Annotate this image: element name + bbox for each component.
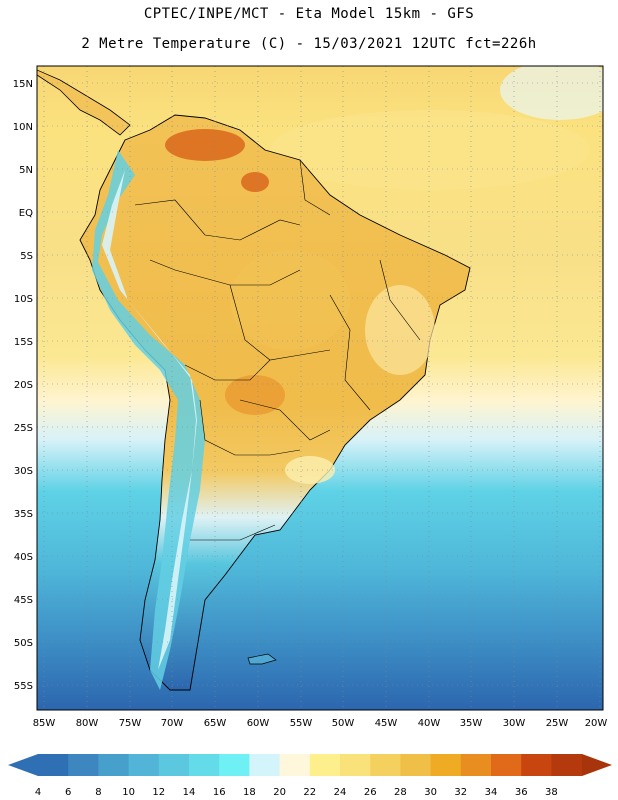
colorbar-tick-label: 20 [273, 787, 286, 798]
lon-label: 65W [204, 718, 227, 729]
lat-label: 10S [14, 294, 33, 305]
lon-label: 75W [119, 718, 142, 729]
colorbar-tick-label: 6 [65, 787, 71, 798]
lat-label: 5S [20, 251, 33, 262]
colorbar-cell [158, 754, 190, 776]
hot-spot-venezuela [165, 129, 245, 161]
colorbar-cell [68, 754, 99, 776]
colorbar-cell [189, 754, 220, 776]
lat-label: 5N [19, 165, 33, 176]
colorbar-cell [219, 754, 250, 776]
colorbar-cell [38, 754, 69, 776]
colorbar-tick-label: 16 [213, 787, 226, 798]
colorbar-cell [279, 754, 311, 776]
title-line-2: 2 Metre Temperature (C) - 15/03/2021 12U… [81, 36, 537, 52]
lat-label: 15S [14, 337, 33, 348]
colorbar-tick-label: 12 [152, 787, 165, 798]
lon-label: 80W [76, 718, 99, 729]
colorbar-cell [521, 754, 552, 776]
lat-label: 25S [14, 423, 33, 434]
colorbar-cell [551, 754, 583, 776]
colorbar-cell [128, 754, 160, 776]
colorbar: 4 6 8 10 12 14 16 18 20 22 24 26 28 30 32 34 36 38 [8, 754, 612, 798]
colorbar-cell [309, 754, 341, 776]
lat-label: 30S [14, 466, 33, 477]
colorbar-tick-label: 28 [394, 787, 407, 798]
lon-label: 45W [375, 718, 398, 729]
colorbar-tick-label: 18 [243, 787, 256, 798]
map-frame [36, 65, 604, 711]
colorbar-cell [370, 754, 401, 776]
falkland-islands [247, 653, 277, 665]
country-borders [134, 159, 421, 541]
lon-label: 55W [290, 718, 313, 729]
colorbar-tick-label: 26 [364, 787, 377, 798]
lat-label: 20S [14, 380, 33, 391]
colorbar-overflow-arrow [582, 754, 612, 776]
colorbar-cell [460, 754, 492, 776]
lon-label: 60W [247, 718, 270, 729]
colorbar-cell [430, 754, 462, 776]
colorbar-cell [491, 754, 522, 776]
lat-label: 55S [14, 681, 33, 692]
colorbar-tick-label: 38 [545, 787, 558, 798]
colorbar-cell [340, 754, 371, 776]
lat-label: 15N [13, 79, 33, 90]
colorbar-cell [98, 754, 130, 776]
lat-label: 40S [14, 552, 33, 563]
longitude-labels: 85W 80W 75W 70W 65W 60W 55W 50W 45W 40W … [33, 718, 608, 729]
lon-label: 40W [418, 718, 441, 729]
colorbar-tick-label: 10 [122, 787, 135, 798]
lat-label: 10N [13, 122, 33, 133]
lat-label: EQ [19, 208, 33, 219]
colorbar-tick-label: 34 [485, 787, 498, 798]
colorbar-underflow-arrow [8, 754, 38, 776]
colorbar-tick-label: 30 [424, 787, 437, 798]
title-line-1: CPTEC/INPE/MCT - Eta Model 15km - GFS [143, 6, 475, 22]
colorbar-cell [400, 754, 432, 776]
colorbar-tick-label: 14 [183, 787, 196, 798]
lon-label: 30W [503, 718, 526, 729]
colorbar-tick-label: 24 [334, 787, 347, 798]
colorbar-tick-label: 8 [95, 787, 101, 798]
lon-label: 25W [546, 718, 569, 729]
lat-label: 45S [14, 595, 33, 606]
lon-label: 35W [460, 718, 483, 729]
colorbar-tick-label: 32 [454, 787, 467, 798]
lon-label: 70W [161, 718, 184, 729]
lat-label: 35S [14, 509, 33, 520]
lon-label: 85W [33, 718, 56, 729]
colorbar-tick-label: 36 [515, 787, 528, 798]
lat-label: 50S [14, 638, 33, 649]
map-field [37, 66, 603, 710]
latitude-labels: 15N 10N 5N EQ 5S 10S 15S 20S 25S 30S 35S… [13, 79, 33, 692]
colorbar-cell [249, 754, 281, 776]
lon-label: 20W [585, 718, 608, 729]
colorbar-tick-label: 4 [35, 787, 41, 798]
colorbar-tick-label: 22 [303, 787, 316, 798]
lon-label: 50W [332, 718, 355, 729]
